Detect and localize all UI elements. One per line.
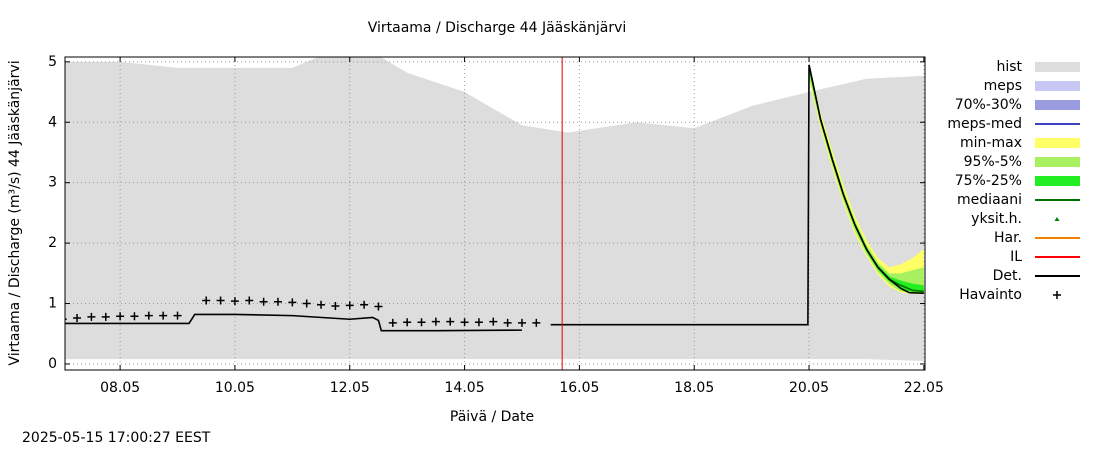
timestamp: 2025-05-15 17:00:27 EEST <box>22 430 211 446</box>
observation-point <box>273 297 282 306</box>
legend-label: 95%-5% <box>964 154 1022 170</box>
observation-point <box>446 317 455 326</box>
legend-label: 70%-30% <box>955 97 1022 113</box>
y-tick-label: 2 <box>48 235 57 251</box>
observation-point <box>489 317 498 326</box>
observation-point <box>230 297 239 306</box>
observation-point <box>417 318 426 327</box>
x-tick-label: 14.05 <box>445 380 485 396</box>
observation-point <box>388 318 397 327</box>
observation-point <box>331 301 340 310</box>
observation-point <box>73 314 82 323</box>
x-tick-label: 20.05 <box>789 380 829 396</box>
legend-swatch <box>1035 176 1080 186</box>
legend-label: min-max <box>960 135 1022 151</box>
y-tick-label: 3 <box>48 175 57 191</box>
observation-point <box>360 300 369 309</box>
observation-point <box>173 311 182 320</box>
observation-point <box>374 302 383 311</box>
legend-label: mediaani <box>957 192 1022 208</box>
x-tick-label: 22.05 <box>904 380 944 396</box>
legend-swatch <box>1054 217 1060 221</box>
x-tick-label: 16.05 <box>559 380 599 396</box>
axes: 0 1 2 3 4 5 08.05 10.05 12.05 14.05 16.05 18.05 20.0… <box>48 54 944 396</box>
observation-point <box>116 312 125 321</box>
observation-point <box>403 318 412 327</box>
observation-point <box>517 318 526 327</box>
band-area <box>65 57 924 361</box>
legend-label: yksit.h. <box>971 211 1022 227</box>
observation-point <box>460 318 469 327</box>
legend-swatch <box>1035 157 1080 167</box>
chart-title: Virtaama / Discharge 44 Jääskänjärvi <box>368 20 627 36</box>
legend-label: hist <box>996 59 1022 75</box>
x-axis-label: Päivä / Date <box>450 409 534 425</box>
legend-label: meps-med <box>947 116 1022 132</box>
legend-swatch <box>1035 100 1080 110</box>
legend-label: IL <box>1010 249 1022 265</box>
x-tick-label: 18.05 <box>674 380 714 396</box>
observation-point <box>245 296 254 305</box>
legend-label: Havainto <box>959 287 1022 303</box>
observation-point <box>431 317 440 326</box>
observation-point <box>87 312 96 321</box>
observation-point <box>101 312 110 321</box>
observation-point <box>532 318 541 327</box>
legend-swatch <box>1035 81 1080 91</box>
y-axis-label: Virtaama / Discharge (m³/s) 44 Jääskänjä… <box>7 60 23 365</box>
observation-point <box>503 318 512 327</box>
legend-swatch <box>1035 138 1080 148</box>
legend-swatch <box>1053 291 1061 299</box>
band-area <box>809 64 924 293</box>
y-tick-label: 4 <box>48 114 57 130</box>
observation-point <box>317 300 326 309</box>
x-tick-label: 08.05 <box>100 380 140 396</box>
observation-point <box>159 311 168 320</box>
y-tick-label: 5 <box>48 54 57 70</box>
legend-label: meps <box>984 78 1022 94</box>
y-tick-label: 1 <box>48 296 57 312</box>
observation-point <box>345 301 354 310</box>
x-tick-label: 12.05 <box>330 380 370 396</box>
observation-point <box>202 296 211 305</box>
observation-point <box>474 318 483 327</box>
observation-point <box>288 298 297 307</box>
observation-point <box>302 299 311 308</box>
plot-frame <box>64 56 926 371</box>
y-tick-label: 0 <box>48 356 57 372</box>
observation-point <box>144 311 153 320</box>
observation-point <box>216 296 225 305</box>
observation-point <box>130 312 139 321</box>
x-tick-label: 10.05 <box>215 380 255 396</box>
legend-label: Det. <box>993 268 1022 284</box>
legend-label: Har. <box>994 230 1022 246</box>
plot-area <box>65 57 925 370</box>
legend-label: 75%-25% <box>955 173 1022 189</box>
observation-point <box>259 297 268 306</box>
legend-swatch <box>1035 62 1080 72</box>
series-line <box>65 64 924 332</box>
